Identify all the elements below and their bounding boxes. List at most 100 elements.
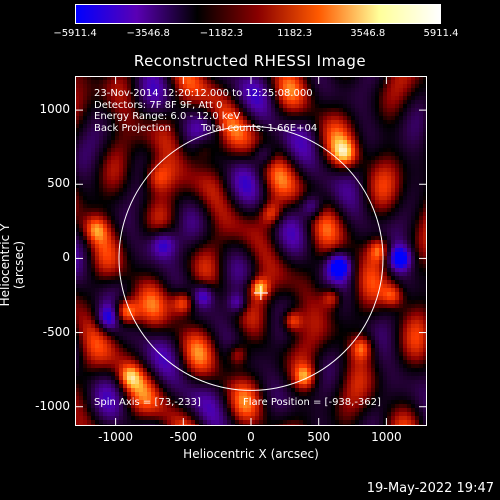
heatmap-cell: [383, 108, 388, 113]
heatmap-cell: [259, 120, 264, 125]
heatmap-cell: [287, 184, 292, 189]
heatmap-cell: [391, 296, 396, 301]
heatmap-cell: [215, 236, 220, 241]
heatmap-cell: [195, 256, 200, 261]
heatmap-cell: [307, 248, 312, 253]
heatmap-cell: [419, 156, 424, 161]
heatmap-cell: [291, 244, 296, 249]
heatmap-cell: [379, 128, 384, 133]
heatmap-cell: [363, 80, 368, 85]
heatmap-cell: [323, 236, 328, 241]
heatmap-cell: [399, 204, 404, 209]
heatmap-cell: [383, 204, 388, 209]
heatmap-cell: [387, 100, 392, 105]
heatmap-cell: [327, 296, 332, 301]
heatmap-cell: [395, 276, 400, 281]
heatmap-cell: [271, 224, 276, 229]
heatmap-cell: [287, 152, 292, 157]
heatmap-cell: [423, 212, 427, 217]
heatmap-cell: [183, 96, 188, 101]
heatmap-cell: [75, 260, 80, 265]
heatmap-cell: [331, 180, 336, 185]
heatmap-cell: [259, 160, 264, 165]
heatmap-cell: [195, 252, 200, 257]
heatmap-cell: [135, 152, 140, 157]
heatmap-cell: [347, 264, 352, 269]
heatmap-cell: [331, 176, 336, 181]
heatmap-cell: [303, 220, 308, 225]
heatmap-cell: [339, 200, 344, 205]
heatmap-cell: [395, 212, 400, 217]
heatmap-cell: [275, 128, 280, 133]
heatmap-cell: [235, 92, 240, 97]
heatmap-cell: [171, 268, 176, 273]
heatmap-cell: [187, 168, 192, 173]
heatmap-cell: [295, 292, 300, 297]
heatmap-cell: [159, 300, 164, 305]
heatmap-cell: [95, 116, 100, 121]
heatmap-cell: [107, 92, 112, 97]
heatmap-cell: [363, 260, 368, 265]
heatmap-cell: [291, 160, 296, 165]
heatmap-cell: [115, 116, 120, 121]
heatmap-cell: [367, 92, 372, 97]
heatmap-cell: [151, 92, 156, 97]
heatmap-cell: [351, 260, 356, 265]
heatmap-cell: [383, 152, 388, 157]
heatmap-cell: [263, 200, 268, 205]
heatmap-cell: [219, 252, 224, 257]
heatmap-cell: [263, 180, 268, 185]
heatmap-cell: [303, 176, 308, 181]
heatmap-cell: [363, 208, 368, 213]
heatmap-cell: [247, 88, 252, 93]
heatmap-cell: [303, 76, 308, 81]
heatmap-cell: [195, 84, 200, 89]
heatmap-cell: [215, 208, 220, 213]
heatmap-cell: [91, 288, 96, 293]
heatmap-cell: [395, 80, 400, 85]
heatmap-cell: [171, 288, 176, 293]
heatmap-cell: [175, 224, 180, 229]
heatmap-cell: [191, 192, 196, 197]
heatmap-cell: [99, 196, 104, 201]
heatmap-cell: [91, 236, 96, 241]
heatmap-cell: [195, 192, 200, 197]
heatmap-cell: [99, 80, 104, 85]
heatmap-cell: [83, 208, 88, 213]
heatmap-cell: [183, 224, 188, 229]
heatmap-cell: [343, 288, 348, 293]
heatmap-cell: [239, 192, 244, 197]
heatmap-cell: [243, 172, 248, 177]
heatmap-cell: [407, 116, 412, 121]
heatmap-cell: [259, 248, 264, 253]
heatmap-cell: [283, 180, 288, 185]
heatmap-cell: [235, 228, 240, 233]
heatmap-cell: [167, 292, 172, 297]
heatmap-cell: [315, 176, 320, 181]
heatmap-cell: [367, 184, 372, 189]
heatmap-cell: [183, 168, 188, 173]
heatmap-cell: [315, 88, 320, 93]
heatmap-cell: [423, 156, 427, 161]
heatmap-cell: [243, 260, 248, 265]
heatmap-cell: [367, 172, 372, 177]
heatmap-cell: [75, 224, 80, 229]
heatmap-cell: [315, 228, 320, 233]
heatmap-cell: [119, 176, 124, 181]
heatmap-cell: [403, 292, 408, 297]
heatmap-cell: [191, 164, 196, 169]
heatmap-cell: [331, 288, 336, 293]
heatmap-cell: [415, 164, 420, 169]
heatmap-cell: [131, 268, 136, 273]
heatmap-cell: [263, 220, 268, 225]
heatmap-cell: [303, 112, 308, 117]
heatmap-cell: [379, 188, 384, 193]
heatmap-cell: [411, 164, 416, 169]
heatmap-cell: [211, 180, 216, 185]
heatmap-cell: [331, 188, 336, 193]
heatmap-cell: [163, 208, 168, 213]
heatmap-cell: [215, 180, 220, 185]
heatmap-cell: [91, 84, 96, 89]
heatmap-cell: [339, 100, 344, 105]
heatmap-cell: [135, 92, 140, 97]
